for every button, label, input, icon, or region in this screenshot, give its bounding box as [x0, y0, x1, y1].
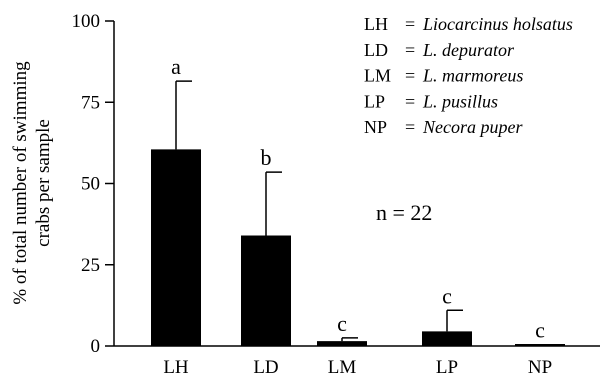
- legend-entry-np: NP = Necora puper: [364, 117, 523, 137]
- bar-lp: [422, 331, 472, 346]
- bar-lh: [151, 149, 201, 346]
- legend-species-name: Liocarcinus holsatus: [422, 14, 573, 34]
- x-tick-label: NP: [528, 357, 552, 377]
- significance-labels: a b c c c: [171, 54, 545, 342]
- x-tick-label: LH: [163, 357, 189, 377]
- legend-equals: =: [405, 117, 415, 137]
- error-bar-lm: [341, 337, 358, 342]
- legend-code: LH: [364, 14, 388, 34]
- legend-equals: =: [405, 40, 415, 60]
- y-tick-label: 0: [91, 336, 101, 357]
- x-tick-label: LP: [436, 357, 458, 377]
- legend-code: LP: [364, 91, 385, 111]
- bar-ld: [241, 235, 291, 346]
- legend: LH = Liocarcinus holsatus LD = L. depurator LM…: [364, 14, 573, 137]
- y-tick-label: 50: [81, 174, 100, 195]
- error-bars: [175, 80, 463, 342]
- x-tick-label: LD: [253, 357, 278, 377]
- x-tick-label: LM: [328, 357, 357, 377]
- legend-species-name: L. marmoreus: [422, 66, 523, 86]
- significance-label: b: [261, 145, 272, 170]
- legend-entry-lp: LP = L. pusillus: [364, 91, 498, 111]
- error-bar-lp: [446, 309, 463, 332]
- error-bar-ld: [265, 171, 282, 236]
- y-ticks: 0 25 50 75 100: [72, 11, 114, 357]
- legend-equals: =: [405, 66, 415, 86]
- significance-label: c: [535, 317, 545, 342]
- y-tick-label: 25: [81, 255, 100, 276]
- legend-species-name: L. pusillus: [422, 91, 498, 111]
- y-axis-title-line-2: crabs per sample: [33, 119, 54, 247]
- legend-species-name: L. depurator: [422, 40, 515, 60]
- legend-species-name: Necora puper: [422, 117, 523, 137]
- y-tick-label: 100: [72, 11, 101, 32]
- legend-entry-lh: LH = Liocarcinus holsatus: [364, 14, 573, 34]
- error-bar-lh: [175, 80, 192, 150]
- significance-label: c: [337, 311, 347, 336]
- legend-code: LD: [364, 40, 388, 60]
- category-labels: LH LD LM LP NP: [163, 357, 552, 377]
- legend-entry-ld: LD = L. depurator: [364, 40, 515, 60]
- significance-label: c: [442, 283, 452, 308]
- significance-label: a: [171, 54, 181, 79]
- sample-size-annotation: n = 22: [376, 200, 432, 225]
- legend-equals: =: [405, 14, 415, 34]
- y-tick-label: 75: [81, 92, 100, 113]
- bar-lm: [317, 341, 367, 346]
- bars: [151, 149, 565, 346]
- legend-entry-lm: LM = L. marmoreus: [364, 66, 523, 86]
- y-axis-title-line-1: % of total number of swimming: [10, 61, 31, 305]
- legend-equals: =: [405, 91, 415, 111]
- legend-code: NP: [364, 117, 387, 137]
- bar-np: [515, 344, 565, 346]
- legend-code: LM: [364, 66, 391, 86]
